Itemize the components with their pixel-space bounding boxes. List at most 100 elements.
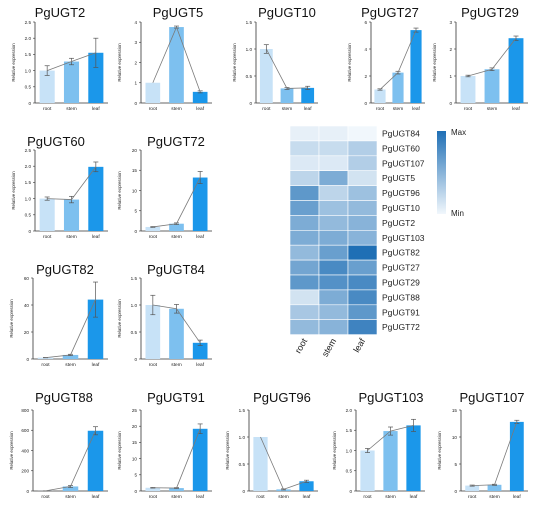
heat-col-label: stem <box>320 337 338 359</box>
color-scale-max-label: Max <box>451 128 466 137</box>
heat-cell-pgugt10-stem <box>318 200 349 216</box>
x-tick-label: root <box>41 362 50 368</box>
y-axis-label: Relative expression <box>437 431 442 470</box>
x-tick-label: stem <box>66 106 76 112</box>
heat-cell-pgugt103-leaf <box>347 230 378 246</box>
y-tick-label: 4 <box>364 47 367 52</box>
heat-cell-pgugt84-stem <box>318 125 349 142</box>
heat-row-label: PgUGT72 <box>382 322 420 332</box>
bar-stem <box>487 484 502 491</box>
bar-leaf <box>192 342 208 359</box>
x-tick-label: root <box>376 106 385 112</box>
y-tick-label: 3 <box>449 20 452 25</box>
y-tick-label: 800 <box>21 408 29 413</box>
heat-cell-pgugt82-root <box>289 244 320 261</box>
y-axis-label: Relative expression <box>117 299 122 338</box>
y-tick-label: 0 <box>28 101 31 106</box>
x-tick-label: root <box>262 106 271 112</box>
y-axis-label: Relative expression <box>117 43 122 82</box>
x-tick-label: leaf <box>92 234 100 240</box>
y-tick-label: 2 <box>134 60 137 65</box>
y-tick-label: 1.0 <box>25 196 32 201</box>
chart-title: PgUGT60 <box>27 134 85 149</box>
y-tick-label: 5 <box>134 209 137 214</box>
y-axis-label: Relative expression <box>332 431 337 470</box>
x-tick-label: root <box>468 494 477 500</box>
heat-row-label: PgUGT29 <box>382 277 420 287</box>
heat-cell-pgugt27-leaf <box>347 259 378 276</box>
heat-row-label: PgUGT82 <box>382 248 420 258</box>
x-tick-label: stem <box>282 106 292 112</box>
heat-cell-pgugt10-leaf <box>347 200 378 216</box>
heat-row-label: PgUGT96 <box>382 188 420 198</box>
trend-line <box>152 25 201 92</box>
x-tick-label: leaf <box>92 362 100 368</box>
chart-title: PgUGT84 <box>147 262 205 277</box>
y-tick-label: 1 <box>134 81 137 86</box>
chart-pgugt72: PgUGT72 0 5 10 15 20 Relative expression root st… <box>117 134 212 240</box>
y-tick-label: 1.0 <box>346 448 353 453</box>
bar-stem <box>169 223 184 231</box>
heat-cell-pgugt84-leaf <box>347 125 378 142</box>
chart-title: PgUGT96 <box>253 390 311 405</box>
y-tick-label: 0 <box>242 489 245 494</box>
heat-cell-pgugt103-stem <box>318 230 349 246</box>
x-tick-label: root <box>149 234 158 240</box>
bar-root <box>360 450 375 491</box>
x-tick-label: leaf <box>92 494 100 500</box>
trend-line <box>472 421 518 486</box>
bar-stem <box>62 354 79 359</box>
heat-row-label: PgUGT103 <box>382 233 425 243</box>
y-tick-label: 0 <box>134 489 137 494</box>
y-tick-label: 5 <box>454 462 457 467</box>
x-tick-label: stem <box>171 234 181 240</box>
x-tick-label: stem <box>487 106 497 112</box>
bar-leaf <box>87 299 104 359</box>
heat-cell-pgugt96-root <box>289 185 320 201</box>
y-tick-label: 6 <box>364 20 367 25</box>
y-tick-label: 2 <box>364 74 367 79</box>
bar-stem <box>280 88 294 103</box>
x-tick-label: leaf <box>196 106 204 112</box>
heat-row-label: PgUGT5 <box>382 173 415 183</box>
x-tick-label: root <box>41 494 50 500</box>
heat-cell-pgugt107-stem <box>318 155 349 172</box>
y-axis-label: Relative expression <box>225 431 230 470</box>
x-tick-label: root <box>43 106 52 112</box>
bar-leaf <box>192 91 208 103</box>
chart-pgugt5: PgUGT5 0 1 2 3 4 Relative expression root stem le… <box>117 5 212 112</box>
heat-cell-pgugt96-leaf <box>347 185 378 201</box>
heat-row-label: PgUGT10 <box>382 203 420 213</box>
y-tick-label: 1.5 <box>131 276 138 281</box>
bar-leaf <box>301 87 315 103</box>
x-tick-label: leaf <box>304 106 312 112</box>
y-tick-label: 200 <box>21 469 29 474</box>
trend-line <box>152 304 201 344</box>
heat-cell-pgugt2-leaf <box>347 215 378 231</box>
x-tick-label: root <box>149 106 158 112</box>
heat-cell-pgugt91-stem <box>318 304 349 320</box>
y-axis-label: Relative expression <box>232 43 237 82</box>
x-tick-label: leaf <box>92 106 100 112</box>
x-tick-label: stem <box>171 494 181 500</box>
y-tick-label: 1.0 <box>246 47 253 52</box>
bar-leaf <box>508 38 524 104</box>
y-axis-label: Relative expression <box>432 43 437 82</box>
bar-leaf <box>410 30 422 104</box>
x-tick-label: leaf <box>412 106 420 112</box>
x-tick-label: leaf <box>513 494 521 500</box>
y-axis-label: Relative expression <box>9 299 14 338</box>
bar-root <box>145 487 161 491</box>
y-tick-label: 0 <box>134 229 137 234</box>
heat-cell-pgugt60-leaf <box>347 140 378 157</box>
heat-cell-pgugt60-stem <box>318 140 349 157</box>
trend-line <box>152 177 201 228</box>
trend-line <box>47 52 96 71</box>
y-tick-label: 40 <box>24 303 30 308</box>
bar-charts-layer: PgUGT2 0 0.5 1.0 1.5 2.0 2.5 Relative expressio… <box>9 5 528 500</box>
y-tick-label: 0 <box>364 101 367 106</box>
heat-col-label: leaf <box>351 336 367 354</box>
bar-leaf <box>299 481 314 491</box>
y-tick-label: 0.5 <box>246 74 253 79</box>
